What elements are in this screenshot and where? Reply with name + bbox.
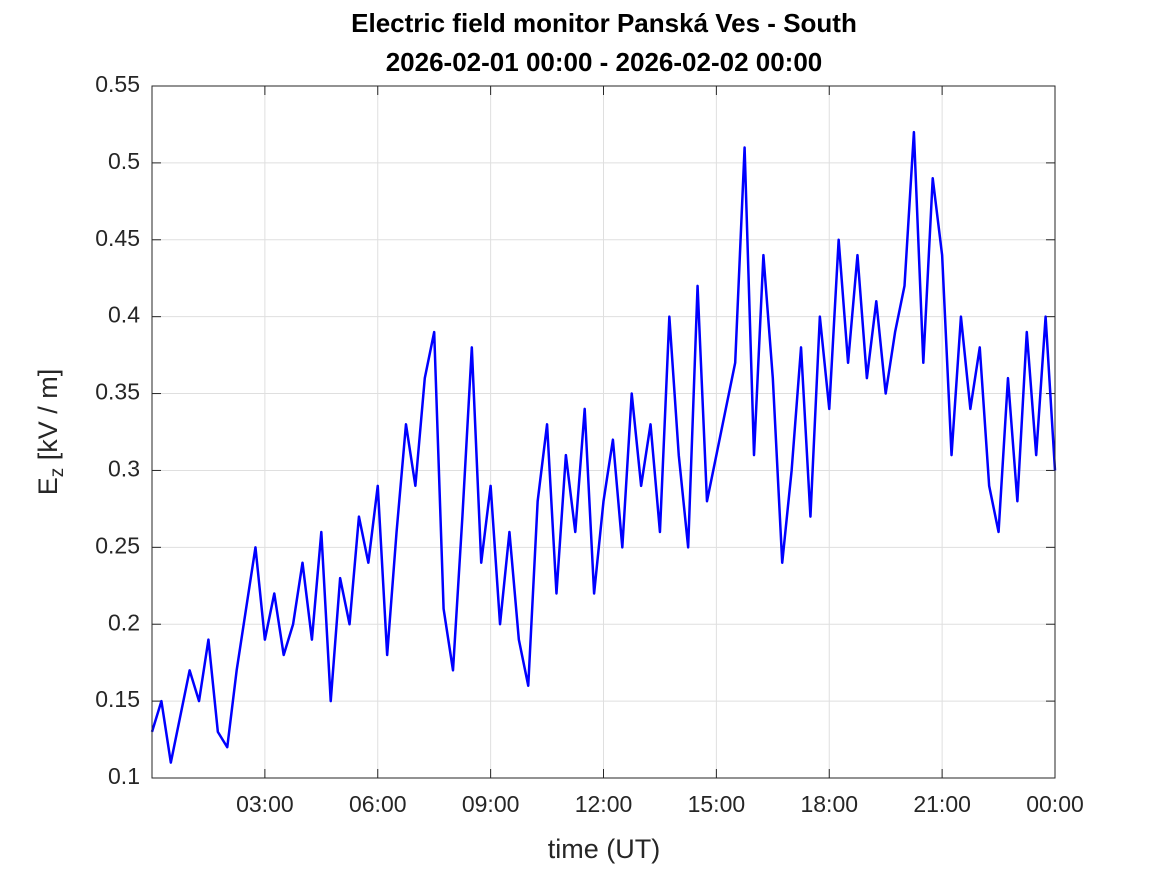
x-tick-label: 21:00	[913, 791, 971, 817]
x-tick-label: 12:00	[575, 791, 633, 817]
chart-title: Electric field monitor Panská Ves - Sout…	[351, 8, 857, 38]
y-label-main: E	[33, 477, 63, 495]
x-axis-label: time (UT)	[548, 834, 660, 864]
y-tick-label: 0.25	[95, 532, 140, 558]
y-tick-label: 0.55	[95, 71, 140, 97]
y-tick-label: 0.4	[108, 302, 140, 328]
data-line	[150, 130, 1057, 764]
y-tick-label: 0.15	[95, 686, 140, 712]
y-tick-label: 0.3	[108, 456, 140, 482]
y-label-sub: z	[47, 468, 68, 478]
chart-subtitle: 2026-02-01 00:00 - 2026-02-02 00:00	[386, 47, 823, 77]
y-tick-label: 0.35	[95, 379, 140, 405]
y-axis-label: Ez [kV / m]	[33, 369, 68, 496]
y-tick-label: 0.45	[95, 225, 140, 251]
x-tick-label: 15:00	[688, 791, 746, 817]
y-label-unit: [kV / m]	[33, 369, 63, 468]
y-tick-label: 0.5	[108, 148, 140, 174]
x-tick-label: 09:00	[462, 791, 520, 817]
axes-box	[151, 85, 1056, 779]
x-tick-label: 06:00	[349, 791, 407, 817]
x-tick-label: 03:00	[236, 791, 294, 817]
x-tick-label: 00:00	[1026, 791, 1084, 817]
y-tick-label: 0.2	[108, 609, 140, 635]
x-tick-label: 18:00	[800, 791, 858, 817]
y-tick-label: 0.1	[108, 763, 140, 789]
